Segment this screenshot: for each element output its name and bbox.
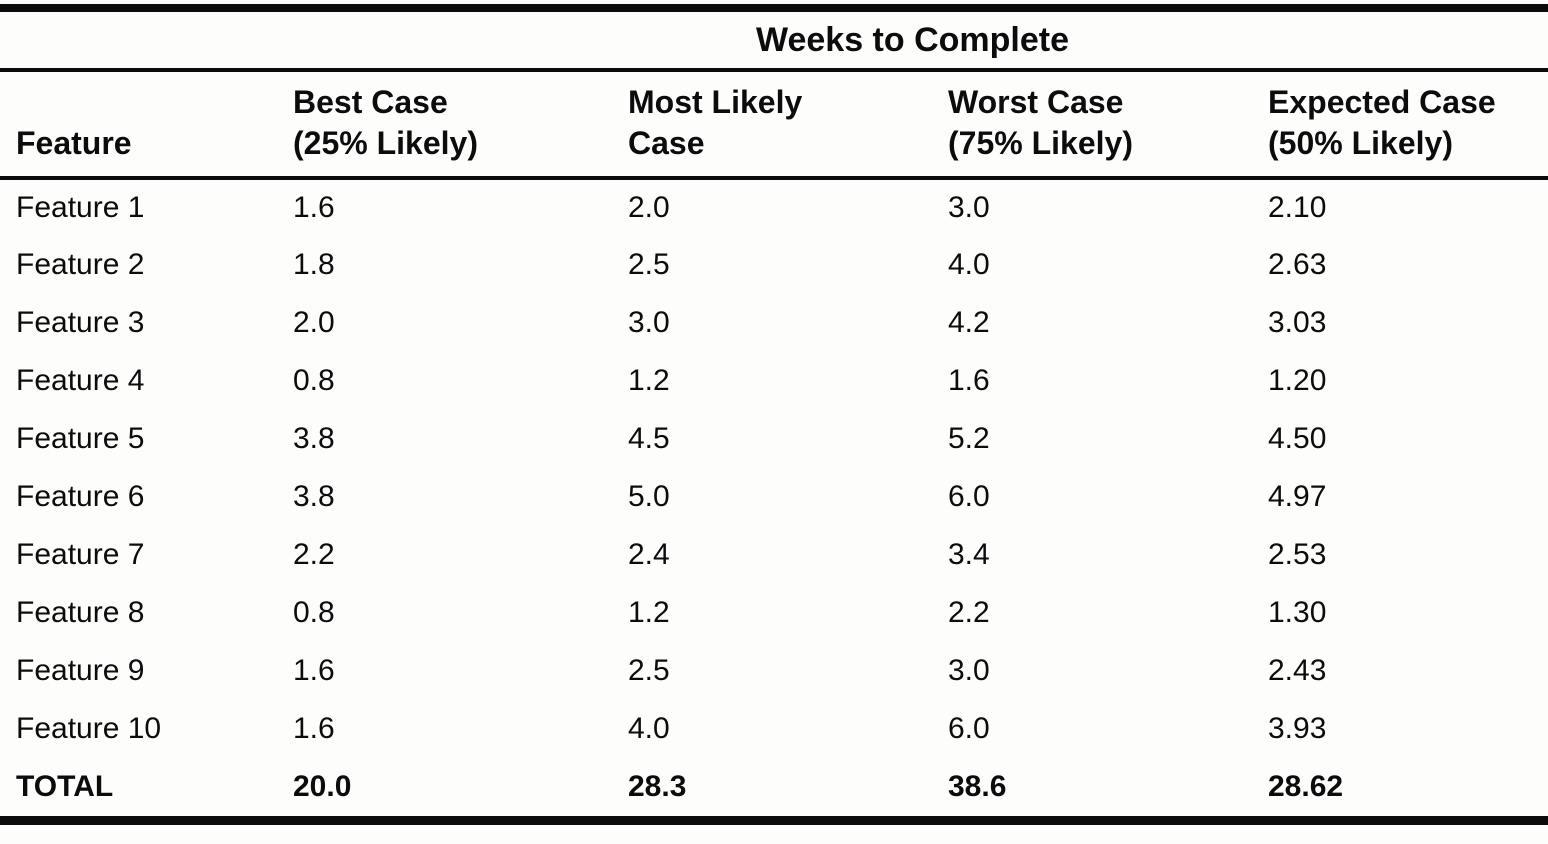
most-likely-cell: 2.5 [628,654,670,687]
expected-case-cell: 2.53 [1268,538,1327,571]
best-case-cell: 1.6 [293,712,335,745]
most-likely-cell: 1.2 [628,596,670,629]
worst-case-cell: 6.0 [948,712,990,745]
total-row: TOTAL 20.0 28.3 38.6 28.62 [0,758,1548,820]
column-header-row: Feature Best Case (25% Likely) Most Like… [0,70,1548,178]
feature-name-cell: Feature 5 [16,422,145,455]
worst-case-cell: 3.0 [948,654,990,687]
best-case-cell: 3.8 [293,422,335,455]
most-likely-cell: 1.2 [628,364,670,397]
expected-case-cell: 4.97 [1268,480,1327,513]
table-row: Feature 3 2.0 3.0 4.2 3.03 [0,294,1548,352]
best-case-cell: 3.8 [293,480,335,513]
worst-case-cell: 4.2 [948,306,990,339]
total-expected-case-cell: 28.62 [1268,769,1344,803]
most-likely-cell: 2.4 [628,538,670,571]
worst-case-cell: 2.2 [948,596,990,629]
most-likely-cell: 5.0 [628,480,670,513]
most-likely-cell: 4.0 [628,712,670,745]
table-row: Feature 8 0.8 1.2 2.2 1.30 [0,584,1548,642]
total-worst-case-cell: 38.6 [948,769,1007,803]
table-row: Feature 1 1.6 2.0 3.0 2.10 [0,178,1548,236]
expected-case-cell: 4.50 [1268,422,1327,455]
feature-name-cell: Feature 10 [16,712,162,745]
table-row: Feature 10 1.6 4.0 6.0 3.93 [0,700,1548,758]
expected-case-cell: 2.63 [1268,248,1327,281]
feature-name-cell: Feature 2 [16,248,145,281]
feature-name-cell: Feature 6 [16,480,145,513]
worst-case-cell: 1.6 [948,364,990,397]
spanner-spacer [0,8,277,70]
table-row: Feature 7 2.2 2.4 3.4 2.53 [0,526,1548,584]
table-row: Feature 5 3.8 4.5 5.2 4.50 [0,410,1548,468]
worst-case-cell: 3.0 [948,191,990,224]
best-case-cell: 0.8 [293,364,335,397]
column-header-feature: Feature [16,125,132,162]
worst-case-cell: 5.2 [948,422,990,455]
feature-name-cell: Feature 4 [16,364,145,397]
total-best-case-cell: 20.0 [293,769,352,803]
worst-case-cell: 6.0 [948,480,990,513]
expected-case-cell: 1.20 [1268,364,1327,397]
column-header-most-likely: Most Likely Case [628,84,803,162]
total-most-likely-cell: 28.3 [628,769,687,803]
best-case-cell: 1.6 [293,654,335,687]
feature-name-cell: Feature 7 [16,538,145,571]
expected-case-cell: 2.10 [1268,191,1327,224]
table-title: Weeks to Complete [756,20,1070,59]
weeks-to-complete-table: Weeks to Complete Feature Best Case (25%… [0,4,1548,825]
feature-name-cell: Feature 8 [16,596,145,629]
best-case-cell: 0.8 [293,596,335,629]
column-header-expected-case: Expected Case (50% Likely) [1268,84,1496,162]
best-case-cell: 2.2 [293,538,335,571]
expected-case-cell: 3.03 [1268,306,1327,339]
expected-case-cell: 3.93 [1268,712,1327,745]
most-likely-cell: 4.5 [628,422,670,455]
feature-name-cell: Feature 1 [16,191,145,224]
feature-name-cell: Feature 9 [16,654,145,687]
feature-name-cell: Feature 3 [16,306,145,339]
worst-case-cell: 3.4 [948,538,990,571]
best-case-cell: 1.6 [293,191,335,224]
best-case-cell: 2.0 [293,306,335,339]
table-row: Feature 6 3.8 5.0 6.0 4.97 [0,468,1548,526]
expected-case-cell: 1.30 [1268,596,1327,629]
table-head: Weeks to Complete Feature Best Case (25%… [0,8,1548,178]
expected-case-cell: 2.43 [1268,654,1327,687]
most-likely-cell: 3.0 [628,306,670,339]
column-header-worst-case: Worst Case (75% Likely) [948,84,1133,162]
column-header-best-case: Best Case (25% Likely) [293,84,478,162]
worst-case-cell: 4.0 [948,248,990,281]
total-label-cell: TOTAL [16,769,114,803]
most-likely-cell: 2.0 [628,191,670,224]
most-likely-cell: 2.5 [628,248,670,281]
best-case-cell: 1.8 [293,248,335,281]
table-body: Feature 1 1.6 2.0 3.0 2.10 Feature 2 1.8… [0,178,1548,820]
spanner-row: Weeks to Complete [0,8,1548,70]
table-row: Feature 4 0.8 1.2 1.6 1.20 [0,352,1548,410]
table-row: Feature 9 1.6 2.5 3.0 2.43 [0,642,1548,700]
table-row: Feature 2 1.8 2.5 4.0 2.63 [0,236,1548,294]
